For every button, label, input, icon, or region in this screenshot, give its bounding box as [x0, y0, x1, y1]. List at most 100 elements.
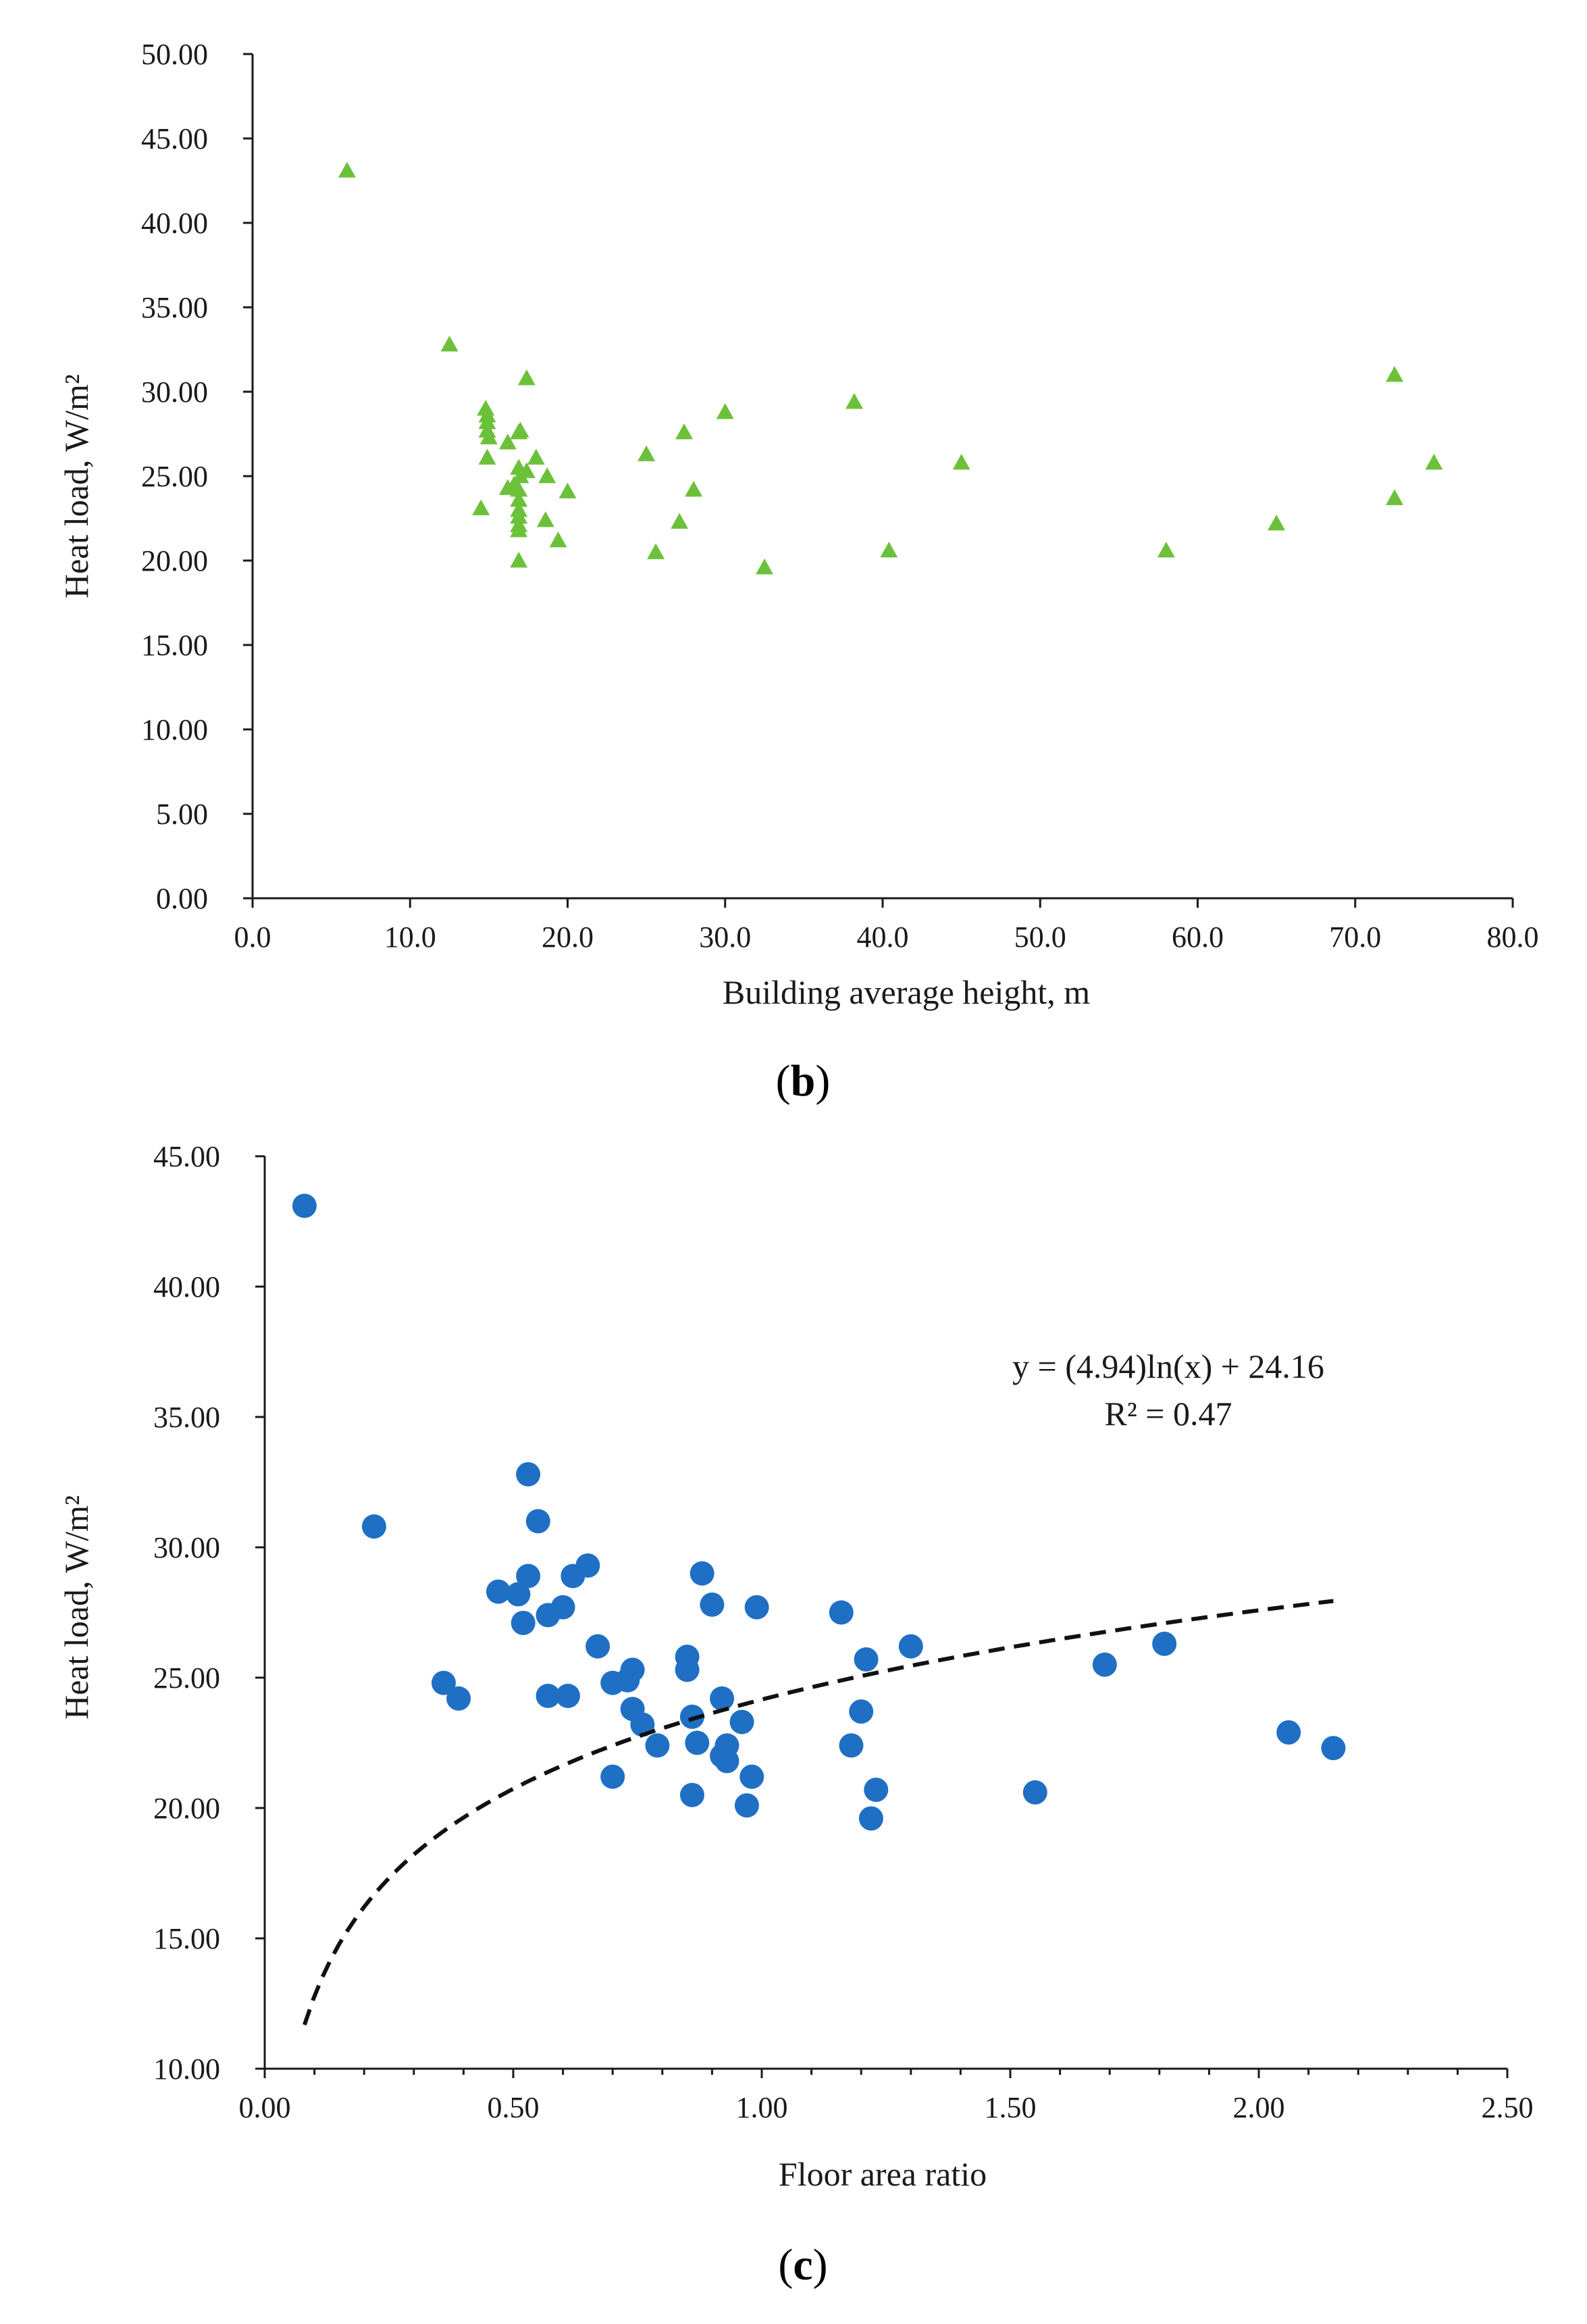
- c-x-tick-label: 0.00: [239, 2091, 291, 2124]
- b-axes: 0.00 5.00 10.00 15.00 20.00 25.00 30.00 35.00 40…: [141, 38, 1539, 954]
- b-data-point: [952, 454, 970, 470]
- b-data-point: [1157, 542, 1175, 558]
- b-x-tick-label: 30.0: [699, 921, 751, 954]
- c-data-point: [550, 1595, 575, 1620]
- c-axes: 10.00 15.00 20.00 25.00 30.00 35.00 40.00 45.00…: [153, 1140, 1534, 2124]
- b-data-point: [538, 467, 556, 484]
- c-data-point: [555, 1684, 580, 1709]
- b-data-points: [338, 161, 1443, 575]
- b-x-tick-label: 40.0: [857, 921, 909, 954]
- c-x-tick-label: 2.50: [1482, 2091, 1534, 2124]
- c-panel-label: (c): [778, 2240, 827, 2290]
- b-data-point: [880, 542, 898, 558]
- b-y-tick-label: 50.00: [141, 38, 208, 71]
- b-data-point: [845, 393, 864, 409]
- c-data-point: [700, 1592, 725, 1617]
- c-y-tick-label: 20.00: [153, 1792, 220, 1825]
- b-data-point: [479, 428, 498, 444]
- b-y-tick-label: 20.00: [141, 544, 208, 577]
- b-data-point: [1386, 366, 1404, 382]
- c-x-tick-label: 1.50: [985, 2091, 1037, 2124]
- c-data-point: [739, 1764, 764, 1789]
- b-data-point: [510, 508, 528, 524]
- c-trendline: [303, 1599, 1334, 2025]
- b-y-tick-label: 15.00: [141, 629, 208, 662]
- c-data-point: [575, 1553, 600, 1578]
- c-data-point: [1092, 1652, 1117, 1677]
- b-y-tick-label: 25.00: [141, 460, 208, 493]
- b-data-point: [510, 481, 528, 497]
- c-data-point: [536, 1684, 561, 1709]
- b-data-point: [478, 448, 496, 465]
- c-trendline-equation: y = (4.94)ln(x) + 24.16: [1012, 1347, 1324, 1385]
- b-x-tick-label: 80.0: [1487, 921, 1539, 954]
- b-y-tick-label: 5.00: [156, 798, 208, 831]
- c-data-point: [679, 1782, 704, 1807]
- b-data-point: [498, 434, 517, 450]
- b-data-point: [1268, 515, 1286, 531]
- c-data-point: [714, 1733, 739, 1758]
- b-x-tick-label: 20.0: [542, 921, 594, 954]
- b-data-point: [440, 336, 459, 352]
- c-data-points: [292, 1193, 1346, 1831]
- b-data-point: [549, 532, 567, 548]
- c-data-point: [839, 1733, 864, 1758]
- c-y-tick-label: 45.00: [153, 1140, 220, 1173]
- b-data-point: [638, 445, 656, 461]
- c-data-point: [292, 1193, 317, 1218]
- c-y-tick-label: 30.00: [153, 1531, 220, 1564]
- c-data-point: [675, 1657, 700, 1682]
- c-y-tick-label: 35.00: [153, 1401, 220, 1434]
- b-data-point: [647, 543, 665, 559]
- b-data-point: [558, 482, 577, 498]
- c-data-point: [516, 1564, 541, 1589]
- c-data-point: [864, 1777, 889, 1802]
- b-data-point: [338, 161, 356, 178]
- c-trendline-r2: R² = 0.47: [1104, 1395, 1232, 1432]
- c-data-point: [620, 1657, 645, 1682]
- c-data-point: [849, 1699, 874, 1724]
- c-y-tick-label: 10.00: [153, 2052, 220, 2086]
- b-y-tick-label: 0.00: [156, 882, 208, 915]
- b-y-tick-label: 10.00: [141, 713, 208, 746]
- b-x-tick-label: 0.0: [234, 921, 271, 954]
- c-data-point: [511, 1610, 536, 1635]
- c-data-point: [685, 1730, 710, 1755]
- c-y-tick-label: 25.00: [153, 1661, 220, 1695]
- b-data-point: [478, 413, 496, 430]
- b-x-axis-title: Building average height, m: [723, 973, 1090, 1011]
- b-data-point: [517, 462, 536, 478]
- c-data-point: [744, 1595, 769, 1620]
- chart-panel-b: 0.00 5.00 10.00 15.00 20.00 25.00 30.00 35.00 40…: [57, 38, 1539, 1106]
- b-y-tick-label: 35.00: [141, 291, 208, 324]
- b-data-point: [510, 491, 528, 507]
- c-x-tick-label: 2.00: [1233, 2091, 1285, 2124]
- c-data-point: [361, 1514, 386, 1539]
- b-data-point: [716, 403, 734, 419]
- c-data-point: [645, 1733, 670, 1758]
- chart-panel-c: 10.00 15.00 20.00 25.00 30.00 35.00 40.00 45.00…: [57, 1140, 1534, 2290]
- c-data-point: [525, 1509, 550, 1534]
- b-data-point: [685, 481, 703, 497]
- b-data-point: [527, 448, 545, 465]
- c-data-point: [486, 1579, 511, 1604]
- c-data-point: [506, 1582, 531, 1607]
- c-x-axis-title: Floor area ratio: [779, 2155, 987, 2193]
- c-data-point: [710, 1686, 735, 1711]
- c-data-point: [446, 1686, 471, 1711]
- c-data-point: [829, 1600, 854, 1625]
- c-data-point: [1022, 1780, 1047, 1805]
- b-data-point: [510, 552, 528, 568]
- b-data-point: [671, 513, 689, 529]
- b-data-point: [1386, 489, 1404, 505]
- c-y-tick-label: 40.00: [153, 1270, 220, 1303]
- c-data-point: [734, 1793, 759, 1818]
- c-data-point: [729, 1709, 754, 1734]
- c-data-point: [630, 1712, 655, 1737]
- c-y-tick-label: 15.00: [153, 1922, 220, 1955]
- c-data-point: [898, 1634, 923, 1659]
- b-x-tick-label: 70.0: [1329, 921, 1381, 954]
- b-data-point: [511, 421, 529, 438]
- b-y-tick-label: 30.00: [141, 376, 208, 409]
- b-x-tick-label: 10.0: [384, 921, 436, 954]
